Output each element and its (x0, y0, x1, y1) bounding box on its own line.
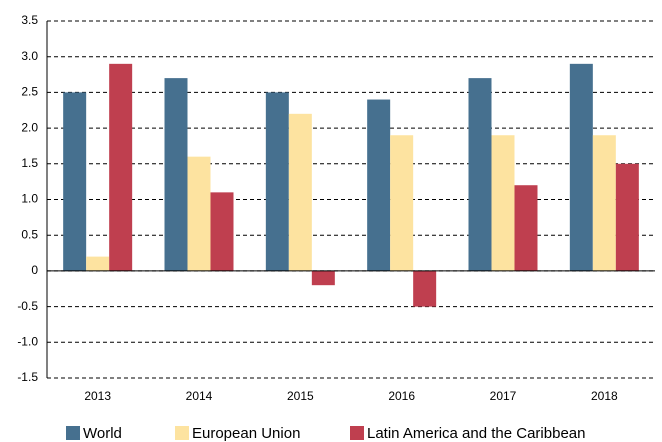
y-tick-label: -1.0 (17, 334, 38, 348)
bar (569, 63, 593, 271)
bar (615, 163, 639, 271)
bar (390, 135, 414, 271)
x-tick-label: 2015 (287, 389, 314, 403)
legend-label: World (83, 425, 122, 442)
y-tick-label: -1.5 (17, 370, 38, 384)
x-tick-label: 2013 (84, 389, 111, 403)
bar (63, 92, 87, 271)
bar (288, 113, 312, 271)
bar (311, 270, 335, 286)
legend-label: European Union (192, 425, 300, 442)
x-tick-label: 2017 (490, 389, 517, 403)
legend-swatch (175, 426, 189, 440)
y-tick-label: 3.5 (21, 13, 38, 27)
bar (491, 135, 515, 271)
bar (265, 92, 289, 271)
bar (413, 270, 437, 307)
y-tick-label: 0.5 (21, 227, 38, 241)
x-tick-label: 2016 (388, 389, 415, 403)
bar (109, 63, 133, 271)
x-tick-label: 2014 (186, 389, 213, 403)
bar (367, 99, 391, 271)
y-tick-label: -0.5 (17, 299, 38, 313)
legend-swatch (66, 426, 80, 440)
bar (210, 192, 234, 271)
y-tick-label: 1.5 (21, 156, 38, 170)
legend-swatch (350, 426, 364, 440)
y-tick-label: 2.0 (21, 120, 38, 134)
bar (468, 78, 492, 271)
y-tick-label: 1.0 (21, 192, 38, 206)
bar (592, 135, 616, 271)
y-tick-label: 2.5 (21, 85, 38, 99)
y-tick-label: 3.0 (21, 49, 38, 63)
bar (164, 78, 188, 271)
x-tick-label: 2018 (591, 389, 618, 403)
legend-label: Latin America and the Caribbean (367, 425, 585, 442)
y-tick-label: 0 (31, 263, 38, 277)
legend: World European Union Latin America and the… (66, 425, 585, 442)
bar (187, 156, 211, 271)
bar (514, 185, 538, 271)
bar (86, 256, 110, 271)
